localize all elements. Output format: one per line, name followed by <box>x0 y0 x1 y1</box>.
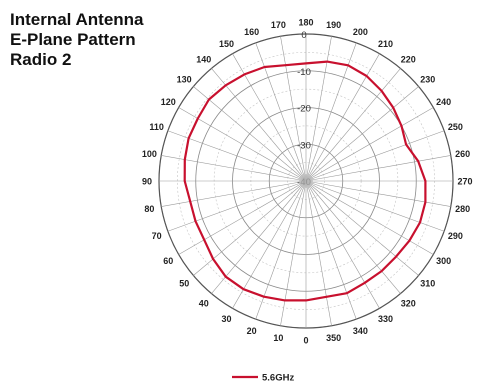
angle-tick-label: 320 <box>401 298 416 308</box>
angle-tick-label: 140 <box>196 55 211 65</box>
grid-spoke <box>280 36 307 182</box>
grid-spoke <box>305 180 401 294</box>
angle-tick-label: 260 <box>455 149 470 159</box>
angle-tick-label: 50 <box>179 279 189 289</box>
grid-spoke <box>305 53 380 182</box>
title-line-3: Radio 2 <box>10 50 72 69</box>
grid-spoke <box>305 130 445 182</box>
legend-label: 5.6GHz <box>262 373 294 384</box>
center-mark <box>299 174 313 188</box>
angle-tick-label: 0 <box>303 336 308 346</box>
angle-tick-label: 310 <box>420 279 435 289</box>
angle-tick-label: 150 <box>219 39 234 49</box>
grid-spoke <box>305 180 357 320</box>
grid-spoke <box>255 42 307 182</box>
angle-tick-label: 20 <box>247 326 257 336</box>
grid-spoke <box>193 180 307 276</box>
grid-spoke <box>167 130 307 182</box>
radial-tick-label: -20 <box>297 104 311 115</box>
angle-tick-label: 300 <box>436 256 451 266</box>
angle-tick-label: 190 <box>326 20 341 30</box>
angle-tick-label: 200 <box>353 27 368 37</box>
radial-tick-label: -10 <box>297 67 311 78</box>
grid-spoke <box>232 180 307 309</box>
angle-tick-label: 70 <box>152 231 162 241</box>
grid-spoke <box>305 180 380 309</box>
angle-tick-label: 40 <box>199 298 209 308</box>
angle-tick-label: 30 <box>221 314 231 324</box>
angle-tick-label: 250 <box>448 122 463 132</box>
grid-spoke <box>178 180 307 255</box>
angle-tick-label: 120 <box>161 97 176 107</box>
angle-tick-label: 210 <box>378 39 393 49</box>
angle-tick-label: 160 <box>244 27 259 37</box>
grid-spoke <box>193 86 307 182</box>
grid-spoke <box>211 68 307 182</box>
grid-spoke <box>161 180 307 207</box>
angle-tick-label: 170 <box>271 20 286 30</box>
grid-spoke <box>178 107 307 182</box>
title-line-2: E-Plane Pattern <box>10 30 136 49</box>
angle-tick-label: 110 <box>149 122 164 132</box>
grid-spoke <box>280 180 307 326</box>
angle-tick-label: 240 <box>436 97 451 107</box>
grid-spoke <box>305 68 401 182</box>
angle-tick-label: 220 <box>401 55 416 65</box>
grid-spoke <box>305 180 434 255</box>
angle-tick-label: 290 <box>448 231 463 241</box>
angle-tick-label: 280 <box>455 204 470 214</box>
grid-spoke <box>211 180 307 294</box>
grid-spoke <box>305 36 332 182</box>
angle-tick-label: 180 <box>298 18 313 28</box>
angle-tick-label: 100 <box>142 149 157 159</box>
grid-spoke <box>305 86 419 182</box>
grid-spoke <box>305 180 451 207</box>
angle-tick-label: 10 <box>273 333 283 343</box>
radial-tick-label: -30 <box>297 140 311 151</box>
title-line-1: Internal Antenna <box>10 10 144 29</box>
grid-spoke <box>167 180 307 232</box>
angle-tick-label: 130 <box>177 74 192 84</box>
chart-title: Internal Antenna E-Plane Pattern Radio 2 <box>10 10 200 70</box>
angle-tick-label: 60 <box>163 256 173 266</box>
radial-tick-label: 0 <box>301 30 306 41</box>
grid-spoke <box>305 155 451 182</box>
angle-tick-label: 80 <box>144 204 154 214</box>
angle-tick-label: 230 <box>420 74 435 84</box>
series-line <box>183 60 427 302</box>
angle-tick-label: 90 <box>142 177 152 187</box>
grid-spoke <box>305 180 332 326</box>
angle-tick-label: 340 <box>353 326 368 336</box>
angle-tick-label: 270 <box>457 177 472 187</box>
grid-spoke <box>305 180 445 232</box>
angle-tick-label: 350 <box>326 333 341 343</box>
grid-spoke <box>305 107 434 182</box>
grid-spoke <box>305 180 419 276</box>
angle-tick-label: 330 <box>378 314 393 324</box>
